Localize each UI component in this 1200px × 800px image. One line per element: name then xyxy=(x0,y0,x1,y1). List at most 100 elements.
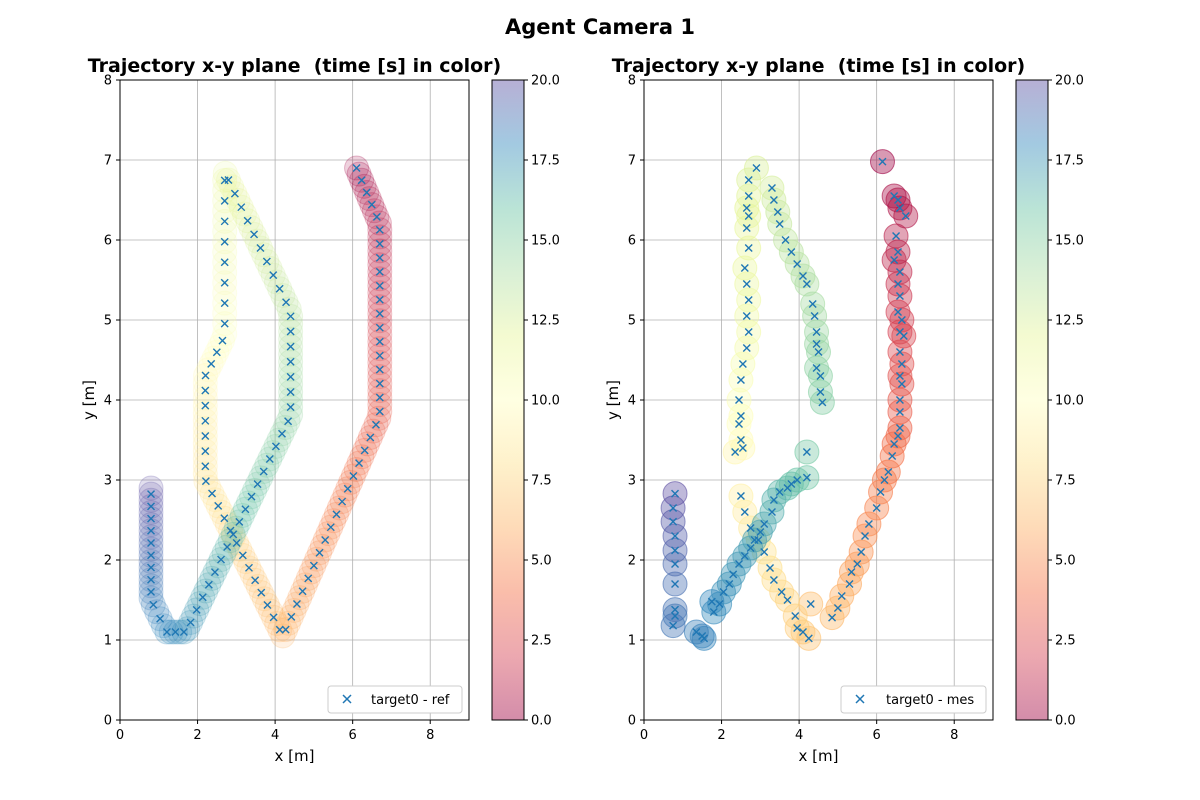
x-marker xyxy=(812,364,821,372)
x-marker xyxy=(220,258,229,267)
x-marker xyxy=(671,489,680,498)
y-axis-label: y [m] xyxy=(80,380,98,420)
x-marker xyxy=(833,604,842,612)
trajectory-point xyxy=(292,572,318,598)
trajectory-point xyxy=(217,528,243,554)
colorbar-tick-label: 20.0 xyxy=(531,74,560,89)
x-marker xyxy=(777,588,786,596)
trajectory-point xyxy=(367,350,393,376)
x-marker xyxy=(707,597,716,606)
trajectory-point xyxy=(187,591,213,617)
x-marker xyxy=(897,316,906,324)
trajectory-point xyxy=(138,585,164,611)
x-marker xyxy=(893,280,902,288)
trajectory-point xyxy=(138,487,164,513)
trajectory-point xyxy=(235,490,261,516)
y-tick-label: 4 xyxy=(104,394,112,409)
x-marker xyxy=(375,267,384,276)
x-marker xyxy=(767,184,776,192)
colorbar-ticks: 0.0 2.5 5.0 7.5 10.0 12.5 15.0 17.5 20.0 xyxy=(524,74,560,729)
x-marker xyxy=(791,612,800,620)
x-marker xyxy=(760,520,769,528)
x-marker xyxy=(207,359,216,368)
x-marker xyxy=(787,248,796,256)
legend-marker-x-icon xyxy=(855,694,865,704)
trajectory-point xyxy=(248,465,274,491)
y-tick-label: 0 xyxy=(628,714,636,729)
legend-label: target0 - mes xyxy=(886,693,974,708)
axis-ticks: 0 2 4 6 8 0 1 2 3 4 5 6 7 8 xyxy=(628,74,959,744)
x-marker xyxy=(775,488,784,496)
x-marker xyxy=(735,420,744,428)
x-marker xyxy=(814,348,823,356)
x-marker xyxy=(355,459,364,468)
trajectory-point xyxy=(361,198,387,224)
x-marker xyxy=(793,476,802,484)
x-marker xyxy=(744,192,753,200)
trajectory-point xyxy=(321,508,347,534)
x-marker xyxy=(275,625,284,634)
x-marker xyxy=(375,309,384,318)
colorbar-tick-label: 2.5 xyxy=(1055,634,1076,649)
x-marker xyxy=(223,542,232,551)
x-marker xyxy=(750,536,759,544)
x-marker xyxy=(220,196,229,205)
x-marker xyxy=(326,523,335,532)
x-marker xyxy=(876,488,885,496)
x-marker xyxy=(171,628,180,636)
x-marker xyxy=(804,634,813,643)
trajectory-point xyxy=(254,452,280,478)
x-marker xyxy=(217,555,226,564)
x-marker xyxy=(725,580,734,588)
trajectory-point xyxy=(242,477,268,503)
x-marker xyxy=(818,398,827,407)
x-marker xyxy=(736,436,745,444)
x-marker xyxy=(878,157,887,166)
x-marker xyxy=(247,492,256,501)
trajectory-point xyxy=(212,259,238,285)
x-marker xyxy=(220,278,229,287)
x-marker xyxy=(736,376,745,384)
trajectory-point xyxy=(245,573,271,599)
x-marker xyxy=(798,628,807,636)
x-marker xyxy=(201,462,210,471)
x-marker xyxy=(147,514,156,523)
x-marker xyxy=(709,608,718,616)
x-tick-label: 6 xyxy=(873,728,881,743)
x-marker xyxy=(781,236,790,244)
x-marker xyxy=(309,561,318,570)
x-marker xyxy=(147,551,156,560)
x-marker xyxy=(147,526,156,535)
x-marker xyxy=(895,424,904,432)
x-marker xyxy=(767,508,776,516)
x-marker xyxy=(742,204,751,212)
x-marker xyxy=(671,605,680,614)
trajectory-point xyxy=(238,215,264,241)
x-marker xyxy=(671,612,680,620)
trajectory-point xyxy=(202,487,228,513)
trajectory-point xyxy=(207,333,233,359)
x-marker xyxy=(210,568,219,577)
y-tick-label: 7 xyxy=(628,154,636,169)
trajectory-point xyxy=(138,512,164,538)
x-tick-label: 4 xyxy=(795,728,803,743)
x-marker xyxy=(884,468,893,476)
colorbar-tick-label: 2.5 xyxy=(531,634,552,649)
y-tick-label: 6 xyxy=(628,234,636,249)
trajectory-point xyxy=(144,599,170,625)
legend-box xyxy=(840,685,987,714)
trajectory-point xyxy=(367,364,393,390)
trajectory-point xyxy=(251,242,277,268)
x-marker xyxy=(744,328,753,336)
x-marker xyxy=(220,237,229,246)
x-marker xyxy=(812,328,821,336)
x-marker xyxy=(740,552,749,560)
x-marker xyxy=(265,454,274,463)
x-marker xyxy=(218,336,227,345)
x-marker xyxy=(375,337,384,346)
x-marker xyxy=(802,473,811,482)
x-marker xyxy=(766,564,775,572)
trajectory-point xyxy=(211,540,237,566)
trajectory-point xyxy=(315,521,341,547)
trajectory-point xyxy=(275,610,301,636)
